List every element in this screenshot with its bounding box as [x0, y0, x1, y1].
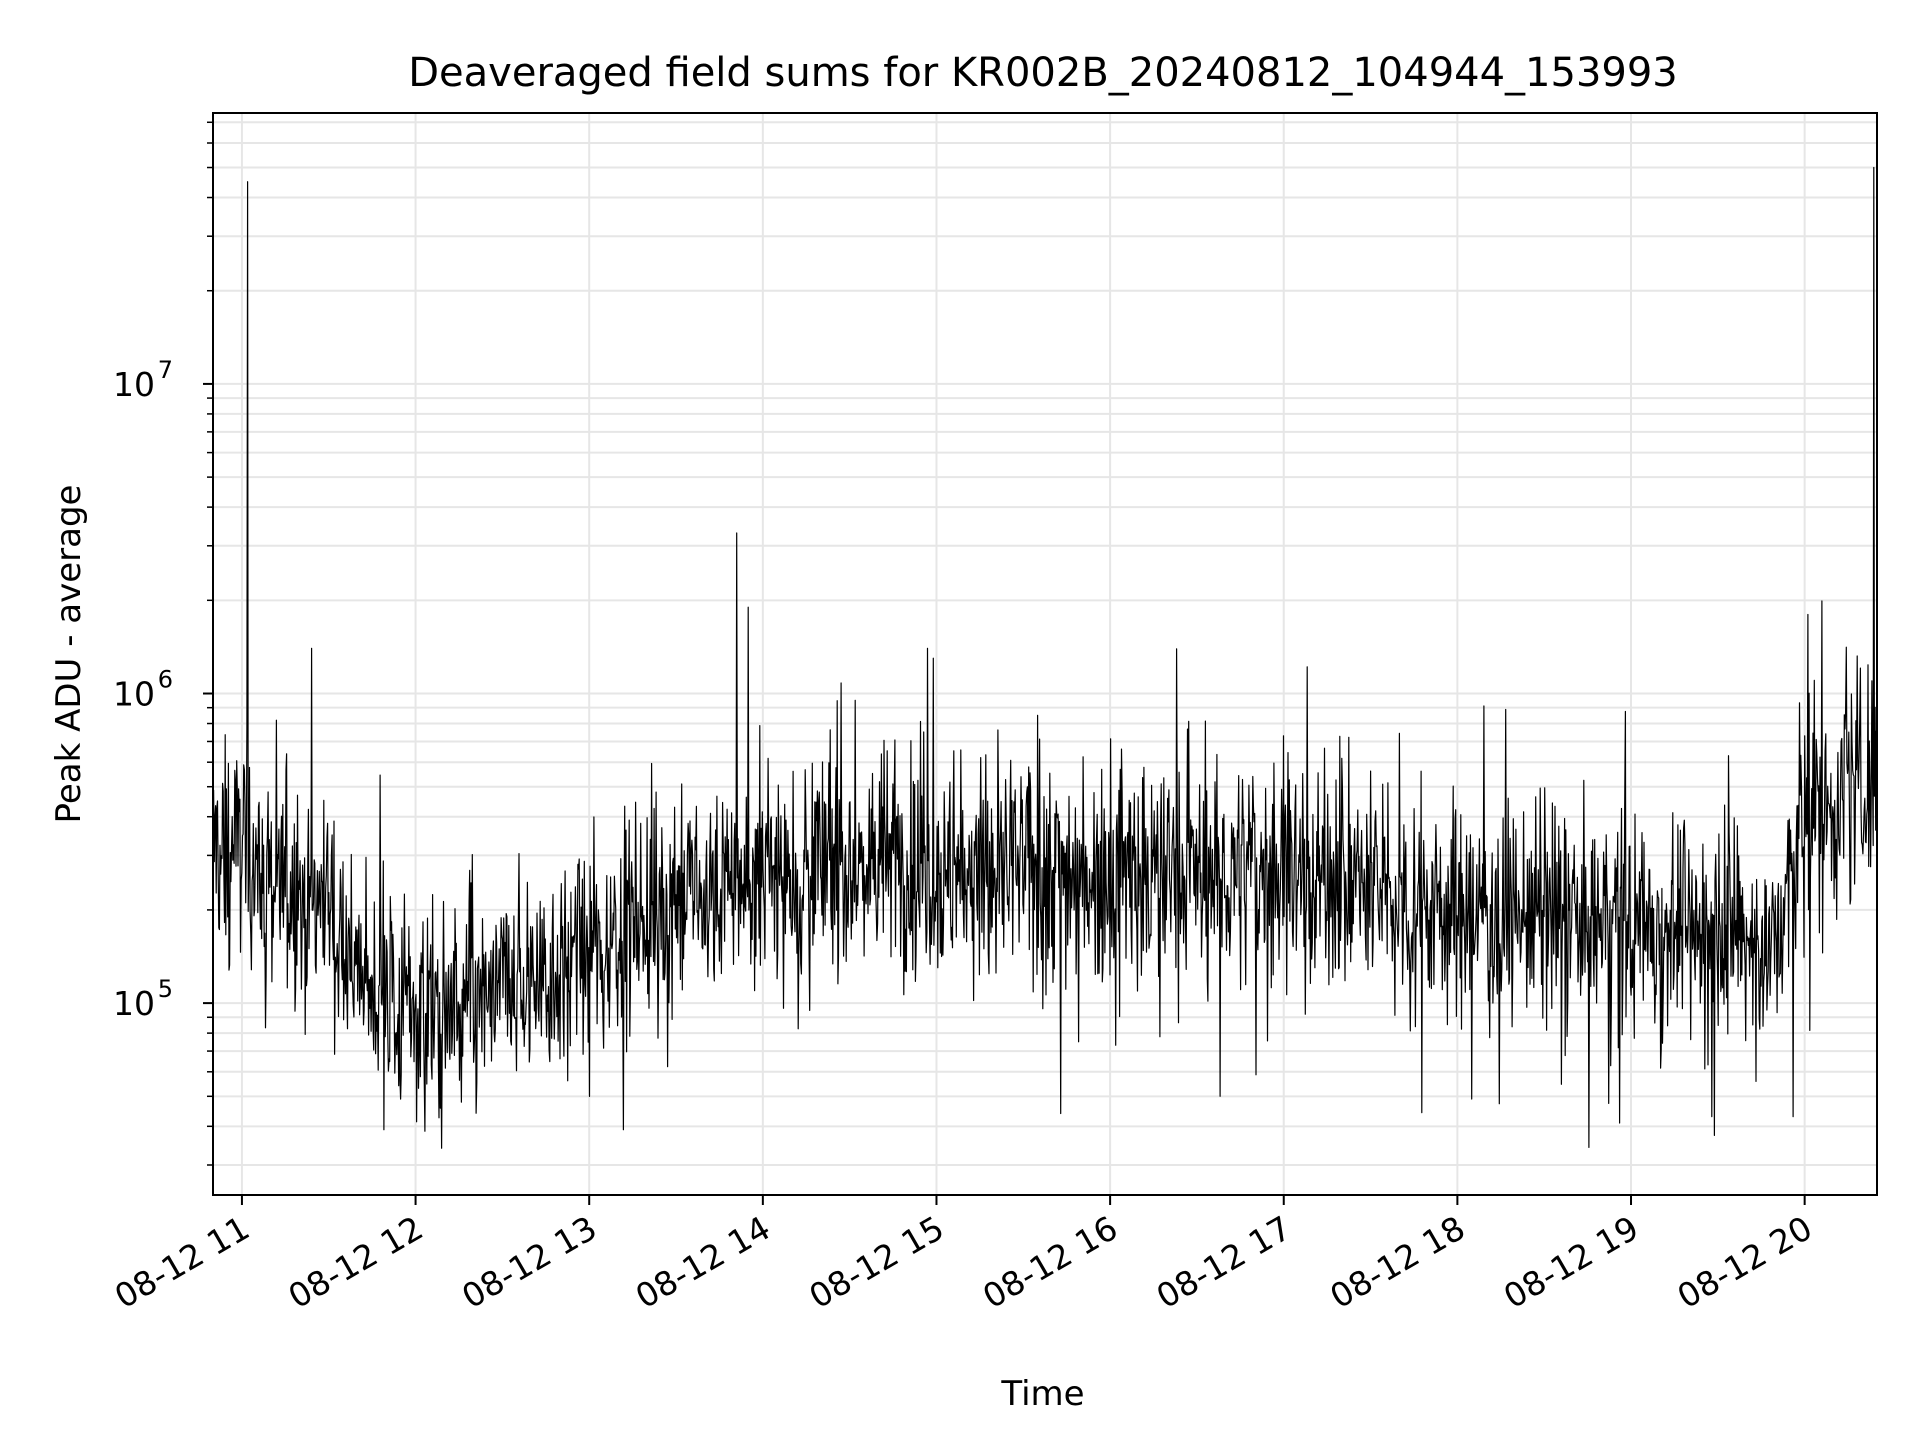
y-tick-label: 10: [113, 365, 155, 404]
x-axis-label: Time: [1000, 1374, 1084, 1414]
y-tick-label: 10: [113, 984, 155, 1023]
y-tick-label: 10: [113, 675, 155, 714]
y-tick-exponent: 6: [158, 666, 173, 694]
series-line: [212, 166, 1878, 1149]
plot-area: [212, 166, 1878, 1149]
y-tick-exponent: 5: [158, 975, 173, 1003]
y-axis-label: Peak ADU - average: [49, 485, 89, 824]
chart-title: Deaveraged field sums for KR002B_2024081…: [408, 50, 1678, 96]
axes-frame: [212, 112, 1878, 1196]
grid-lines: [213, 113, 1877, 1195]
y-tick-exponent: 7: [158, 356, 173, 384]
